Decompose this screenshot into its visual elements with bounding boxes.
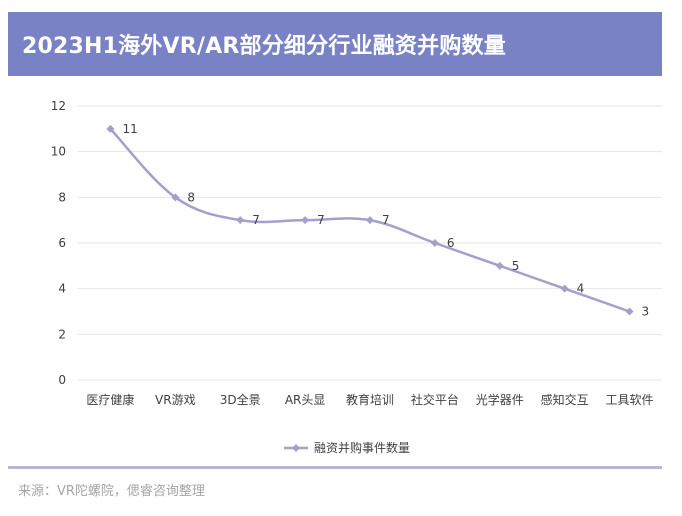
y-tick-label: 12 — [51, 99, 66, 113]
legend-marker — [292, 444, 300, 452]
data-point — [301, 216, 310, 225]
y-tick-label: 0 — [58, 373, 66, 387]
bottom-divider — [8, 466, 662, 469]
data-label: 6 — [447, 236, 455, 250]
title-bar: 2023H1海外VR/AR部分细分行业融资并购数量 — [8, 12, 662, 76]
x-tick-label: 3D全景 — [220, 392, 261, 407]
x-tick-label: 感知交互 — [541, 392, 589, 407]
data-point — [430, 239, 439, 247]
x-tick-label: 社交平台 — [411, 392, 459, 407]
data-point — [560, 284, 569, 293]
data-point — [171, 193, 180, 202]
data-label: 7 — [382, 213, 390, 227]
data-point — [366, 216, 374, 225]
data-label: 5 — [512, 259, 520, 273]
x-tick-label: 光学器件 — [476, 392, 524, 407]
x-tick-label: AR头显 — [285, 393, 326, 407]
y-tick-label: 8 — [58, 190, 66, 204]
x-tick-label: 工具软件 — [606, 393, 654, 407]
data-label: 8 — [187, 190, 195, 204]
data-point — [236, 216, 245, 225]
legend-label: 融资并购事件数量 — [314, 440, 410, 455]
line-chart: 0 2 4 6 8 10 12 医疗健康 VR游戏 3D全景 AR头显 教育培训 社交平台 光学器件 感知交… — [51, 99, 662, 455]
data-label: 7 — [252, 213, 260, 227]
data-point — [495, 261, 504, 270]
data-label: 3 — [642, 305, 650, 319]
chart-title: 2023H1海外VR/AR部分细分行业融资并购数量 — [22, 34, 506, 59]
y-tick-label: 4 — [58, 282, 66, 296]
chart-area: 0 2 4 6 8 10 12 医疗健康 VR游戏 3D全景 AR头显 教育培训 社交平台 光学器件 感知交… — [8, 76, 662, 464]
data-point — [625, 307, 634, 316]
source-note: 来源：VR陀螺院，偲睿咨询整理 — [18, 484, 205, 499]
data-point — [106, 124, 115, 133]
x-tick-label: 教育培训 — [346, 392, 394, 407]
data-label: 11 — [122, 122, 137, 136]
chart-frame: 2023H1海外VR/AR部分细分行业融资并购数量 0 2 4 6 8 10 12 医疗健康 V… — [8, 12, 662, 464]
data-label: 4 — [577, 282, 585, 296]
y-tick-label: 6 — [58, 236, 66, 250]
data-label: 7 — [317, 213, 325, 227]
y-tick-label: 10 — [51, 145, 66, 159]
x-tick-label: VR游戏 — [155, 393, 196, 407]
y-tick-label: 2 — [58, 327, 66, 341]
x-tick-label: 医疗健康 — [86, 392, 134, 407]
